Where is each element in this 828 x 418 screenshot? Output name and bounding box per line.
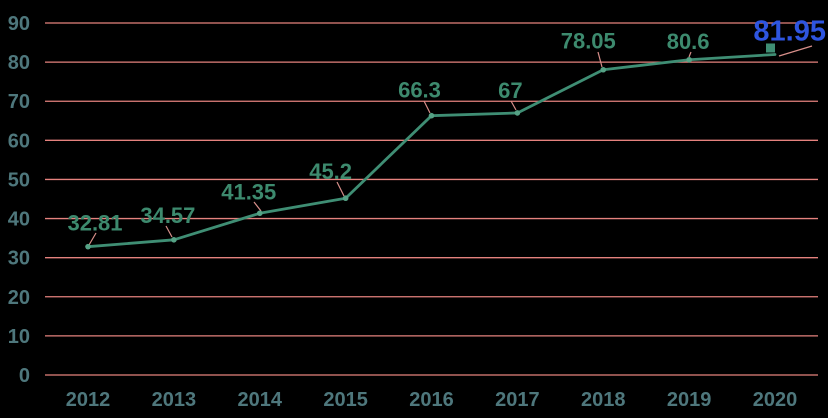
data-point-marker [514,110,521,116]
y-tick-label: 40 [8,209,30,231]
data-label: 78.05 [561,29,616,54]
data-label: 67 [498,78,522,103]
data-point-marker [85,243,91,250]
x-axis-label: 2019 [667,389,712,411]
data-label: 66.3 [398,78,441,103]
x-axis-label: 2014 [238,389,283,411]
leader-line [253,201,262,212]
x-axis-label: 2020 [753,389,798,411]
data-point-marker [342,195,349,202]
data-point-marker [256,210,263,217]
leader-line [778,45,813,57]
y-tick-label: 90 [8,13,30,35]
last-point-marker [766,43,775,53]
y-tick-label: 30 [8,248,30,270]
y-tick-label: 20 [8,287,30,309]
x-axis-label: 2013 [152,389,197,411]
y-tick-label: 80 [8,52,30,74]
y-tick-label: 70 [8,91,30,113]
x-axis-label: 2017 [495,389,540,411]
data-label: 45.2 [309,159,352,184]
data-point-marker [171,236,177,243]
data-label: 32.81 [67,211,122,236]
x-axis-label: 2016 [409,389,454,411]
leader-line [423,100,431,114]
data-point-marker [428,112,435,119]
y-tick-label: 50 [8,169,30,191]
data-label: 80.6 [667,29,710,54]
leader-line [88,232,97,246]
y-tick-label: 60 [8,130,30,152]
data-label: 34.57 [140,203,195,228]
data-label: 41.35 [221,179,276,204]
data-point-marker [686,56,692,63]
highlight-data-label: 81.95 [753,15,826,47]
x-axis-label: 2012 [66,389,111,411]
leader-line [688,51,692,58]
x-axis-label: 2018 [581,389,626,411]
leader-line [597,51,603,68]
x-axis-label: 2015 [323,389,368,411]
y-tick-label: 0 [19,365,30,387]
y-tick-label: 10 [8,326,30,348]
leader-line [510,100,517,111]
leader-line [336,181,345,197]
leader-line [165,225,173,238]
data-point-marker [600,66,607,73]
